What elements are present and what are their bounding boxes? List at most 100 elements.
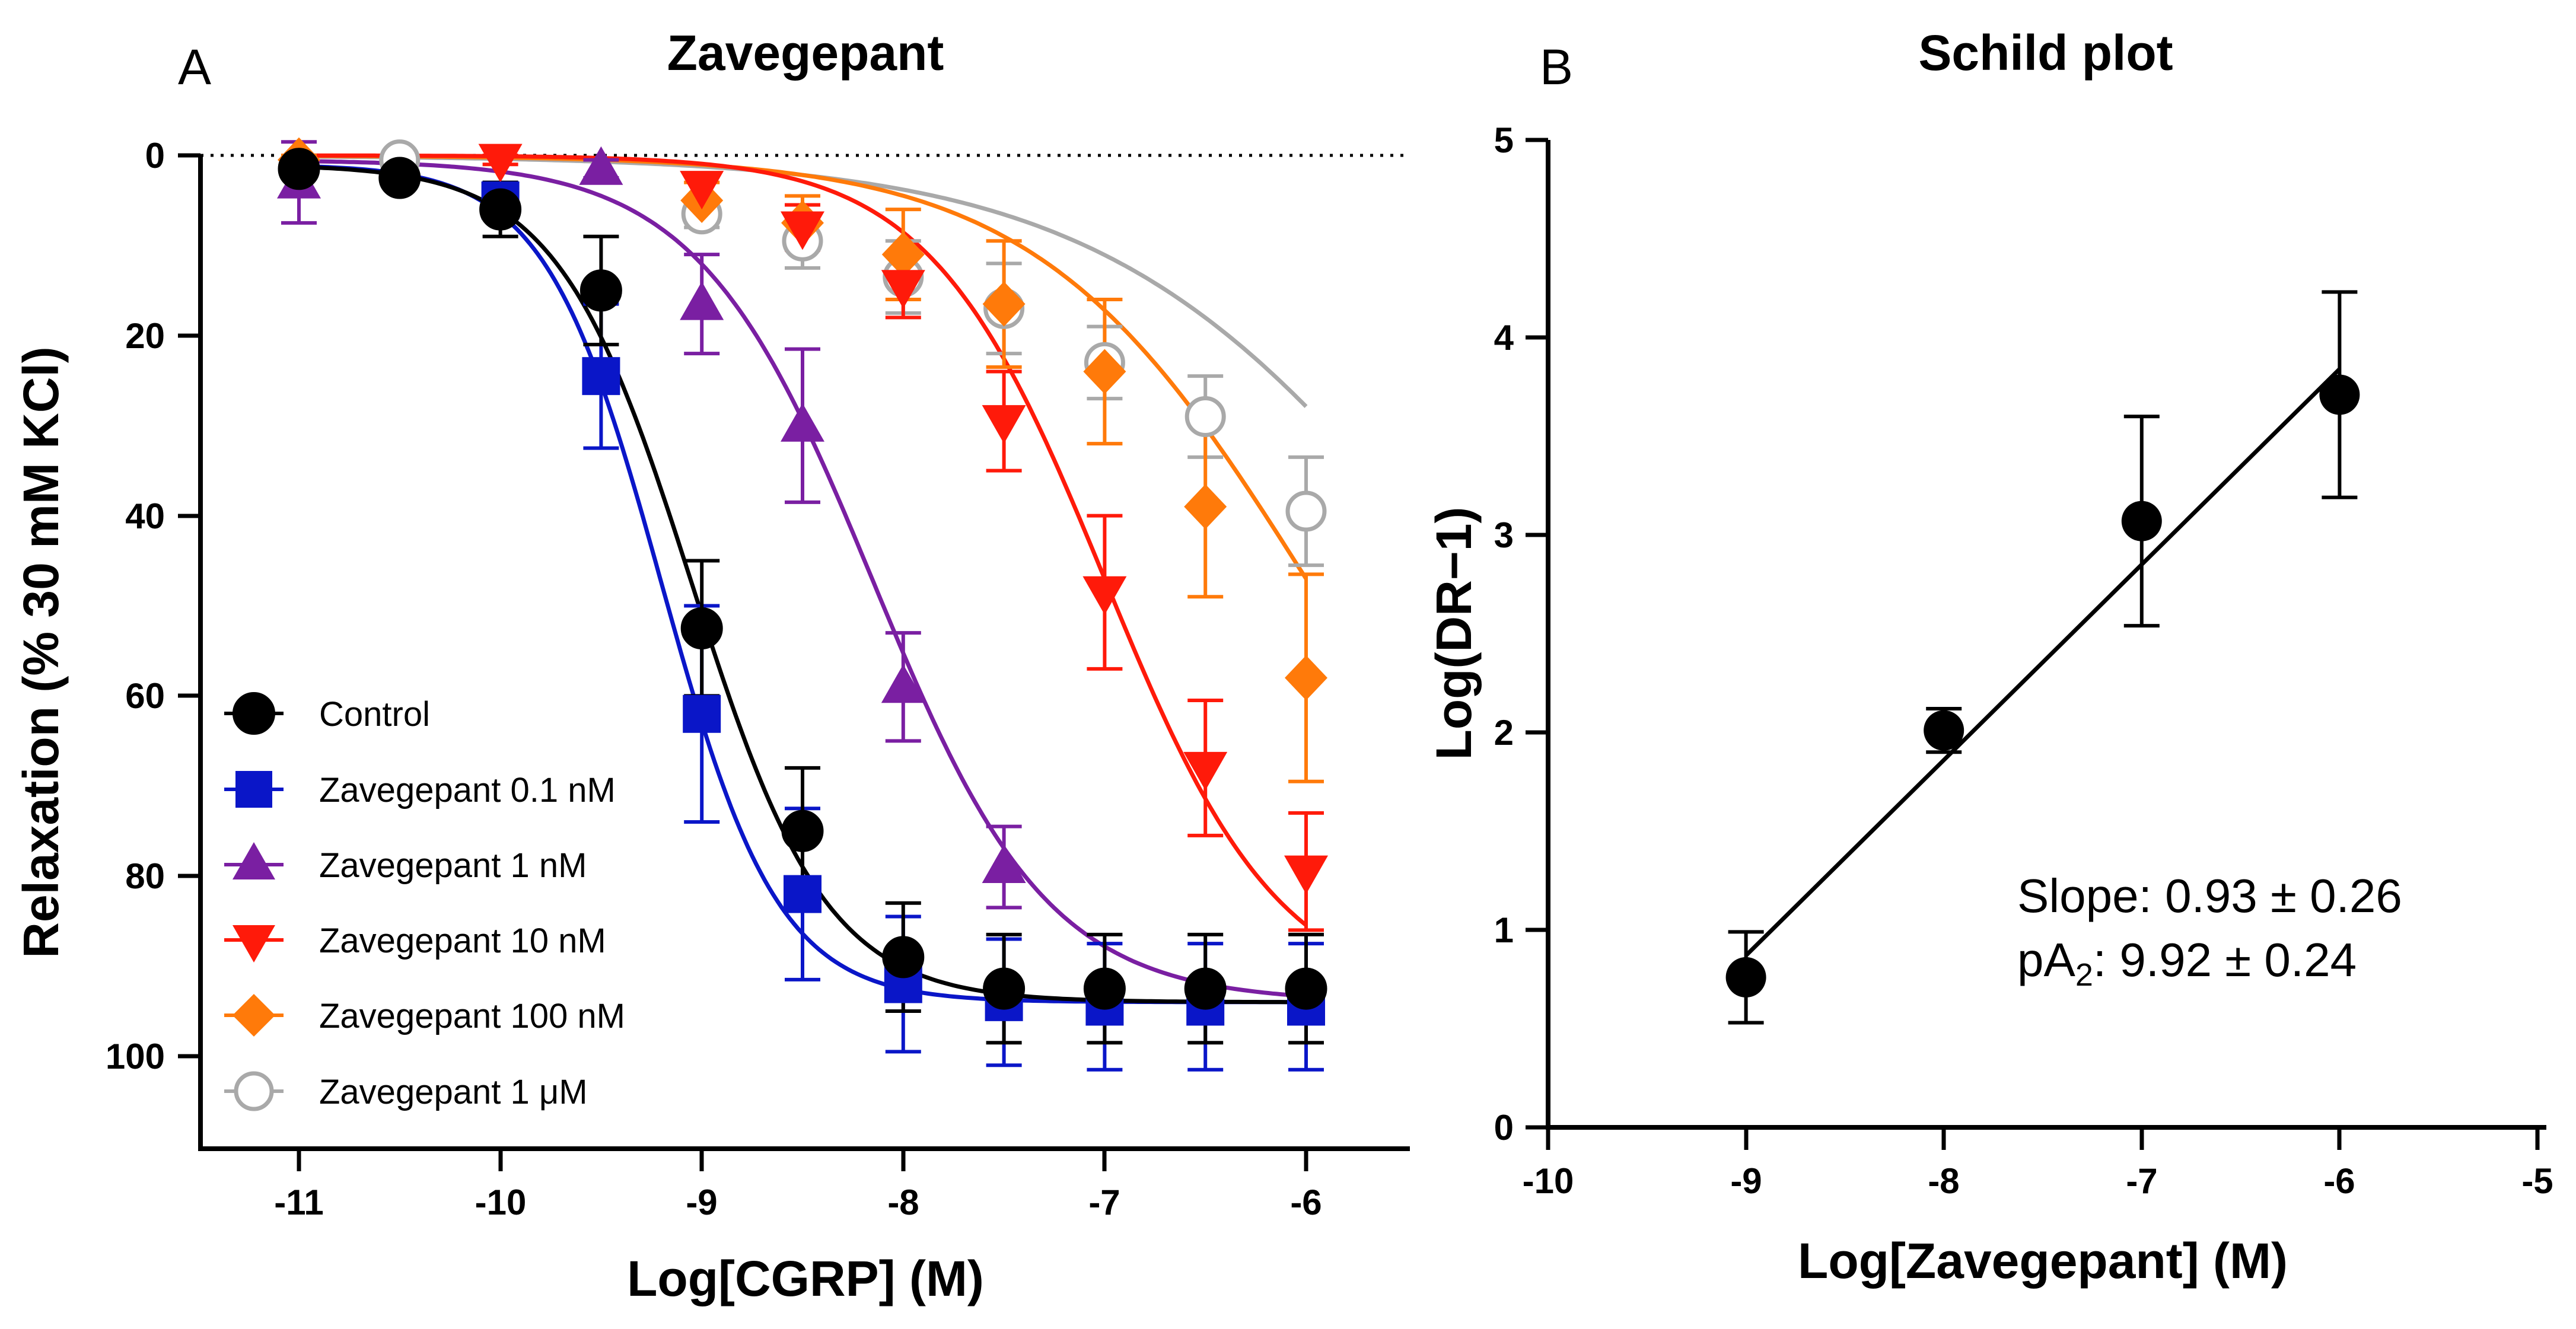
y-tick-label: 0 — [1494, 1108, 1514, 1148]
x-tick-label: -6 — [1290, 1183, 1322, 1222]
data-point-control — [579, 269, 622, 312]
data-point-control — [278, 148, 320, 190]
x-tick-label: -5 — [2521, 1161, 2553, 1201]
x-tick-label: -10 — [1523, 1161, 1574, 1201]
legend: Control Zavegepant 0.1 nM Zavegepant 1 n… — [224, 692, 625, 1111]
legend-item-zavegepant-0-1nm: Zavegepant 0.1 nM — [224, 771, 616, 809]
data-point-control — [479, 188, 522, 231]
y-tick-label: 3 — [1494, 515, 1514, 555]
panel-a: A Zavegepant 0 20 40 60 80 100 — [13, 25, 1410, 1306]
data-point-z10 — [881, 270, 925, 309]
slope-annotation: Slope: 0.93 ± 0.26 — [2017, 869, 2402, 922]
legend-marker-diamond — [233, 994, 275, 1037]
panel-b-label: B — [1540, 39, 1573, 95]
y-tick-label: 5 — [1494, 120, 1514, 160]
legend-label: Zavegepant 100 nM — [319, 997, 625, 1035]
data-point-z100 — [1083, 349, 1126, 394]
legend-label: Zavegepant 1 μM — [319, 1073, 588, 1111]
data-point-z1 — [680, 281, 724, 320]
data-point-control — [1285, 967, 1327, 1010]
y-axis-ticks: 5 4 3 2 1 0 — [1494, 120, 1548, 1148]
schild-data-point — [1924, 710, 1964, 751]
y-tick-label: 80 — [125, 856, 165, 896]
data-point-control — [1184, 967, 1227, 1010]
x-axis-ticks: -11 -10 -9 -8 -7 -6 — [274, 1149, 1322, 1222]
x-tick-label: -8 — [887, 1183, 919, 1222]
legend-marker-triangle-down — [233, 925, 275, 963]
slope-label: Slope: — [2017, 869, 2152, 922]
x-tick-label: -6 — [2323, 1161, 2355, 1201]
data-point-z10 — [1082, 576, 1127, 615]
x-tick-label: -7 — [2126, 1161, 2157, 1201]
data-point-z0_1 — [683, 694, 721, 733]
pa2-subscript: 2 — [2075, 957, 2093, 993]
y-axis-label: Log(DR−1) — [1426, 507, 1482, 760]
x-tick-label: -9 — [686, 1183, 717, 1222]
legend-item-zavegepant-1um: Zavegepant 1 μM — [224, 1071, 588, 1111]
data-point-control — [680, 607, 723, 649]
data-point-z1uM — [1285, 490, 1327, 532]
y-tick-label: 0 — [145, 136, 165, 176]
legend-marker-open-circle — [234, 1071, 274, 1111]
data-point-z1 — [781, 403, 824, 442]
y-tick-label: 20 — [125, 316, 165, 356]
slope-value: 0.93 ± 0.26 — [2165, 869, 2402, 922]
y-tick-label: 100 — [106, 1037, 165, 1076]
data-point-z100 — [1285, 655, 1327, 701]
data-point-z10 — [781, 211, 824, 250]
pa2-value: : 9.92 ± 0.24 — [2093, 933, 2357, 986]
data-point-control — [882, 936, 925, 979]
legend-item-zavegepant-1nm: Zavegepant 1 nM — [224, 842, 587, 885]
x-tick-label: -8 — [1928, 1161, 1959, 1201]
schild-data-point — [2121, 501, 2162, 541]
data-point-z100 — [881, 232, 925, 278]
data-point-control — [983, 967, 1026, 1010]
legend-label: Zavegepant 0.1 nM — [319, 771, 616, 809]
data-point-z0_1 — [784, 875, 821, 913]
panel-a-title: Zavegepant — [667, 25, 944, 81]
y-tick-label: 60 — [125, 676, 165, 716]
y-tick-label: 40 — [125, 496, 165, 536]
x-axis-label: Log[Zavegepant] (M) — [1798, 1233, 2288, 1289]
legend-label: Zavegepant 1 nM — [319, 846, 587, 885]
data-point-z0_1 — [582, 357, 620, 396]
x-tick-label: -9 — [1730, 1161, 1762, 1201]
panel-a-label: A — [178, 39, 211, 95]
regression-line — [1744, 367, 2341, 957]
data-point-z10 — [982, 405, 1026, 444]
legend-marker-circle — [233, 692, 275, 735]
panel-b-title: Schild plot — [1918, 25, 2173, 81]
data-point-z10 — [478, 144, 523, 183]
x-tick-label: -7 — [1088, 1183, 1120, 1222]
data-point-z10 — [1284, 855, 1328, 894]
schild-data-point — [1725, 957, 1766, 997]
legend-item-zavegepant-100nm: Zavegepant 100 nM — [224, 994, 625, 1037]
x-tick-label: -11 — [274, 1183, 323, 1222]
data-point-z1 — [579, 146, 623, 185]
data-point-z100 — [982, 281, 1026, 327]
legend-item-zavegepant-10nm: Zavegepant 10 nM — [224, 922, 606, 963]
x-axis-ticks: -10 -9 -8 -7 -6 -5 — [1523, 1127, 2553, 1201]
data-point-z1 — [881, 664, 925, 703]
schild-regression-line — [1744, 367, 2341, 957]
data-point-z100 — [1184, 484, 1227, 530]
pa2-label: pA — [2017, 933, 2075, 986]
y-axis-ticks: 0 20 40 60 80 100 — [106, 136, 200, 1076]
panel-b: B Schild plot 5 4 3 2 1 0 — [1426, 25, 2553, 1289]
data-point-z1uM — [1184, 396, 1226, 438]
legend-label: Control — [319, 695, 430, 734]
data-point-control — [378, 157, 421, 199]
data-point-z10 — [680, 171, 724, 210]
data-point-control — [781, 809, 824, 852]
y-tick-label: 1 — [1494, 910, 1514, 950]
x-axis-label: Log[CGRP] (M) — [627, 1251, 984, 1306]
legend-marker-square — [235, 771, 272, 808]
schild-annotations: Slope: 0.93 ± 0.26 pA2: 9.92 ± 0.24 — [2017, 869, 2402, 993]
legend-label: Zavegepant 10 nM — [319, 922, 606, 960]
y-axis-label: Relaxation (% 30 mM KCl) — [13, 346, 69, 958]
schild-data-point — [2319, 374, 2360, 415]
data-markers — [277, 137, 1328, 1026]
data-point-z1 — [982, 844, 1026, 884]
fit-curve-z10 — [299, 153, 1308, 927]
